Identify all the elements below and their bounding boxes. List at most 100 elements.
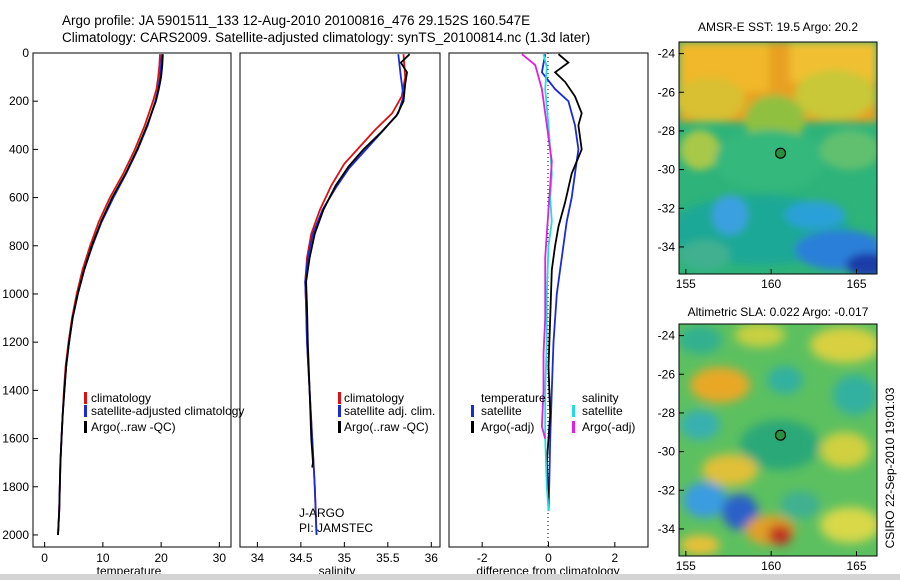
salinity-xtick-label-1: 34.5 <box>289 551 313 565</box>
difference-series-1-line <box>545 53 583 499</box>
temperature-ytick-label-6: 1200 <box>2 335 29 349</box>
difference-series-0-line <box>540 54 580 511</box>
temperature-ytick-label-5: 1000 <box>2 287 29 301</box>
temperature-panel: temperature climatology satellite-adjust… <box>32 52 244 578</box>
difference-legend-title-salinity: salinity <box>582 391 619 405</box>
salinity-annotation-line-2: PI: JAMSTEC <box>299 521 373 535</box>
sst-map-title: AMSR-E SST: 19.5 Argo: 20.2 <box>698 20 858 34</box>
difference-legend-swatch-temp-argo <box>471 421 474 433</box>
temperature-legend-argo: Argo(..raw -QC) <box>91 420 176 434</box>
sla-map-panel: Altimetric SLA: 0.022 Argo: -0.017 <box>678 305 878 557</box>
salinity-series-1-line <box>304 54 405 536</box>
salinity-marks <box>304 53 411 536</box>
temperature-series-2-line <box>57 54 164 536</box>
difference-xtick-label-0: -2 <box>477 551 488 565</box>
temperature-ytick-label-7: 1400 <box>2 383 29 397</box>
salinity-axes-frame <box>239 52 441 548</box>
difference-xtick-label-2: 2 <box>611 551 618 565</box>
sla-ytick-label-2: -28 <box>658 406 676 420</box>
salinity-series-2-line <box>305 53 411 468</box>
difference-legend-temp-argo: Argo(-adj) <box>481 420 534 434</box>
sst-ytick-label-1: -26 <box>658 85 676 99</box>
difference-legend-temp-satellite: satellite <box>481 404 522 418</box>
salinity-legend-satellite: satellite adj. clim. <box>344 404 435 418</box>
salinity-xtick-label-2: 35 <box>338 551 352 565</box>
sst-axes-frame <box>678 41 878 275</box>
difference-xtick-label-1: 0 <box>545 551 552 565</box>
sla-xtick-label-0: 155 <box>676 559 696 573</box>
sst-xtick-label-1: 160 <box>761 277 781 291</box>
sla-ytick-label-1: -26 <box>658 367 676 381</box>
sla-ytick-label-4: -32 <box>658 483 676 497</box>
difference-series-3-line <box>521 53 553 439</box>
salinity-xtick-label-0: 34 <box>251 551 265 565</box>
difference-legend-swatch-temp-satellite <box>471 405 474 417</box>
temperature-ytick-label-2: 400 <box>9 142 29 156</box>
horizontal-scrollbar[interactable] <box>0 574 900 580</box>
difference-legend: temperature satellite Argo(-adj) salinit… <box>471 391 635 434</box>
salinity-panel: salinity climatology satellite adj. clim… <box>239 52 441 578</box>
salinity-legend-argo: Argo(..raw -QC) <box>344 420 429 434</box>
temperature-xtick-label-1: 10 <box>96 551 110 565</box>
sst-ytick-label-4: -32 <box>658 201 676 215</box>
temperature-ytick-label-4: 800 <box>9 239 29 253</box>
salinity-legend-swatch-argo <box>338 421 341 433</box>
temperature-marks <box>57 54 164 536</box>
temperature-legend-satellite: satellite-adjusted climatology <box>91 404 244 418</box>
difference-legend-sal-argo: Argo(-adj) <box>582 420 635 434</box>
difference-series-2-line <box>542 53 553 511</box>
axis-ticks: 0 10 20 30020040060080010001200140016001800… <box>2 46 867 573</box>
salinity-xtick-label-4: 36 <box>425 551 439 565</box>
difference-legend-swatch-sal-satellite <box>572 405 575 417</box>
sla-ytick-label-5: -34 <box>658 522 676 536</box>
temperature-xtick-label-2: 20 <box>154 551 168 565</box>
temperature-ytick-label-1: 200 <box>9 94 29 108</box>
sla-axes-frame <box>678 323 878 557</box>
sla-xtick-label-1: 160 <box>761 559 781 573</box>
temperature-ytick-label-3: 600 <box>9 191 29 205</box>
header-line-1: Argo profile: JA 5901511_133 12-Aug-2010… <box>62 13 530 28</box>
sst-ytick-label-5: -34 <box>658 240 676 254</box>
sla-argo-position-marker <box>774 429 787 441</box>
sla-ytick-label-3: -30 <box>658 445 676 459</box>
temperature-legend: climatology satellite-adjusted climatolo… <box>84 391 244 434</box>
sst-map-panel: AMSR-E SST: 19.5 Argo: 20.2 <box>678 20 878 275</box>
sst-ytick-label-2: -28 <box>658 124 676 138</box>
sla-xtick-label-2: 165 <box>847 559 867 573</box>
sla-map-title: Altimetric SLA: 0.022 Argo: -0.017 <box>688 305 869 319</box>
temperature-axes-frame <box>32 52 232 548</box>
salinity-series-0-line <box>304 54 407 536</box>
sst-argo-position-marker <box>774 147 787 159</box>
salinity-legend-climatology: climatology <box>344 391 404 405</box>
temperature-xtick-label-3: 30 <box>213 551 227 565</box>
difference-legend-sal-satellite: satellite <box>582 404 623 418</box>
difference-panel: difference from climatology temperature … <box>448 52 649 578</box>
salinity-legend-swatch-satellite <box>338 405 341 417</box>
difference-marks <box>521 53 583 511</box>
sst-ytick-label-0: -24 <box>658 47 676 61</box>
salinity-xtick-label-3: 35.5 <box>376 551 400 565</box>
temperature-ytick-label-9: 1800 <box>2 480 29 494</box>
salinity-annotation-line-1: J-ARGO <box>299 506 344 520</box>
temperature-legend-swatch-argo <box>84 421 87 433</box>
temperature-ytick-label-10: 2000 <box>2 528 29 542</box>
temperature-legend-swatch-climatology <box>84 392 87 404</box>
difference-legend-title-temperature: temperature <box>481 391 546 405</box>
temperature-legend-swatch-satellite <box>84 405 87 417</box>
salinity-legend: climatology satellite adj. clim. Argo(..… <box>338 391 435 434</box>
sst-xtick-label-0: 155 <box>676 277 696 291</box>
sla-ytick-label-0: -24 <box>658 329 676 343</box>
salinity-legend-swatch-climatology <box>338 392 341 404</box>
temperature-ytick-label-8: 1600 <box>2 432 29 446</box>
sst-heatmap <box>679 42 877 274</box>
sst-ytick-label-3: -30 <box>658 163 676 177</box>
sst-xtick-label-2: 165 <box>847 277 867 291</box>
sla-heatmap <box>679 324 877 556</box>
temperature-xtick-label-0: 0 <box>41 551 48 565</box>
temperature-legend-climatology: climatology <box>91 391 151 405</box>
side-label: CSIRO 22-Sep-2010 19:01:03 <box>883 387 897 548</box>
temperature-ytick-label-0: 0 <box>22 46 29 60</box>
header-line-2: Climatology: CARS2009. Satellite-adjuste… <box>62 30 590 45</box>
difference-legend-swatch-sal-argo <box>572 421 575 433</box>
